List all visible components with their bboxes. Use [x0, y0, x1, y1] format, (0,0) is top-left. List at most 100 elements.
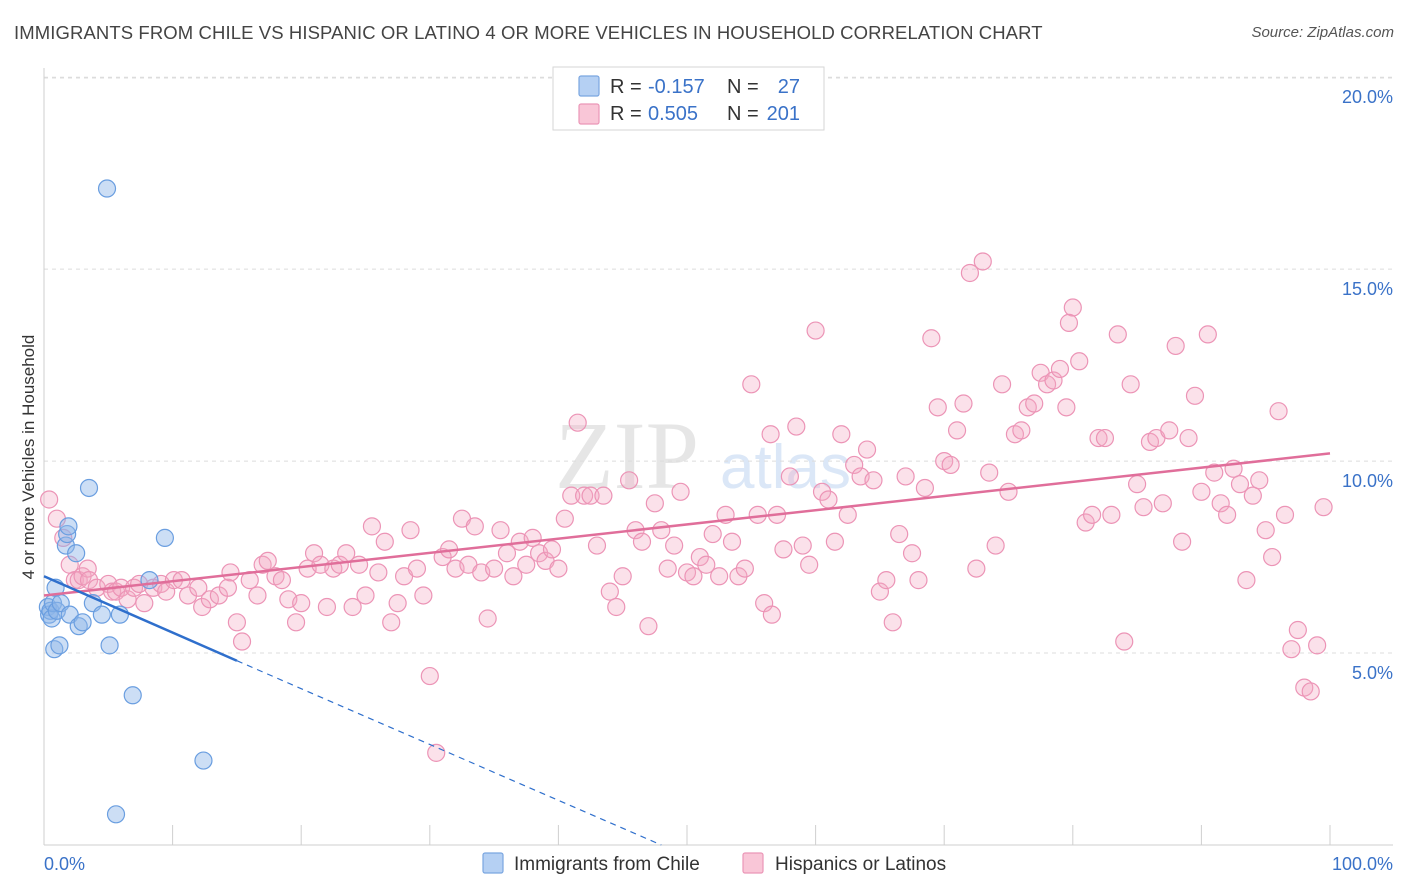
data-point-hispanics: [1070, 352, 1089, 371]
x-tick-label-min: 0.0%: [44, 854, 85, 874]
trend-line-chile: [43, 575, 238, 662]
data-point-hispanics: [890, 524, 909, 544]
x-tick-label-max: 100.0%: [1332, 854, 1393, 874]
data-point-hispanics: [774, 540, 793, 559]
legend-n-value-1: 27: [778, 76, 800, 98]
data-point-hispanics: [684, 567, 703, 586]
data-point-hispanics: [40, 490, 59, 509]
legend-r-value-2: 0.505: [648, 103, 698, 125]
data-point-chile: [194, 751, 213, 770]
data-point-hispanics: [697, 555, 716, 574]
data-point-hispanics: [909, 571, 928, 590]
data-point-hispanics: [671, 482, 690, 501]
data-point-chile: [67, 544, 86, 563]
data-point-hispanics: [864, 471, 883, 490]
data-point-hispanics: [317, 597, 337, 617]
data-point-hispanics: [819, 490, 838, 509]
data-point-hispanics: [272, 571, 292, 590]
data-point-hispanics: [639, 617, 658, 636]
chart-title: IMMIGRANTS FROM CHILE VS HISPANIC OR LAT…: [14, 22, 1043, 43]
data-point-hispanics: [806, 321, 825, 340]
data-point-chile: [79, 478, 99, 498]
data-point-chile: [56, 536, 75, 555]
data-point-hispanics: [954, 394, 973, 413]
data-point-hispanics: [1269, 402, 1288, 421]
data-point-chile: [58, 524, 77, 544]
data-point-chile: [100, 636, 119, 655]
data-point-hispanics: [832, 425, 851, 444]
data-point-hispanics: [414, 586, 433, 605]
data-point-hispanics: [258, 551, 277, 571]
data-point-hispanics: [356, 586, 375, 605]
data-point-hispanics: [947, 421, 967, 440]
data-point-hispanics: [427, 743, 446, 762]
data-point-hispanics: [1198, 325, 1217, 344]
data-point-hispanics: [555, 509, 574, 528]
data-point-chile: [50, 636, 69, 655]
data-point-hispanics: [420, 666, 439, 686]
data-point-chile: [123, 686, 142, 705]
y-axis-title: 4 or more Vehicles in Household: [19, 335, 38, 580]
data-point-hispanics: [491, 521, 510, 540]
data-point-chile: [155, 528, 174, 547]
data-point-hispanics: [761, 425, 780, 444]
data-point-hispanics: [928, 398, 947, 417]
data-point-hispanics: [193, 597, 212, 617]
data-point-hispanics: [620, 471, 639, 490]
data-point-hispanics: [735, 559, 754, 578]
data-point-hispanics: [902, 544, 922, 563]
trend-line-chile-extension: [236, 660, 662, 846]
data-point-hispanics: [1205, 463, 1224, 482]
data-point-hispanics: [1250, 471, 1269, 490]
data-point-hispanics: [581, 486, 600, 505]
data-point-hispanics: [135, 594, 154, 613]
bottom-legend-label-chile: Immigrants from Chile: [514, 854, 700, 875]
data-point-hispanics: [1314, 498, 1333, 517]
data-point-hispanics: [600, 582, 619, 601]
data-point-hispanics: [388, 594, 407, 613]
data-point-hispanics: [780, 467, 799, 486]
data-point-hispanics: [1256, 521, 1275, 540]
data-point-hispanics: [523, 528, 542, 547]
data-point-hispanics: [986, 536, 1005, 555]
y-tick-label: 20.0%: [1342, 87, 1393, 107]
trend-lines: [43, 452, 1331, 846]
data-point-hispanics: [1057, 398, 1076, 417]
data-point-hispanics: [401, 521, 420, 540]
data-point-hispanics: [1275, 505, 1295, 524]
data-point-hispanics: [549, 559, 568, 578]
y-tick-labels: 5.0% 10.0% 15.0% 20.0%: [1342, 87, 1393, 683]
legend-r-label-1: R =: [610, 76, 642, 98]
data-point-hispanics: [703, 524, 722, 544]
y-tick-label: 5.0%: [1352, 663, 1393, 683]
data-point-hispanics: [1282, 640, 1301, 659]
y-tick-label: 10.0%: [1342, 471, 1393, 491]
axes: [43, 68, 1393, 846]
data-point-hispanics: [613, 567, 632, 586]
data-point-hispanics: [375, 532, 394, 551]
data-point-hispanics: [362, 517, 382, 536]
data-point-chile: [106, 805, 126, 824]
data-point-hispanics: [1243, 486, 1262, 505]
data-point-hispanics: [1127, 475, 1147, 494]
data-point-hispanics: [594, 486, 613, 505]
data-point-hispanics: [221, 563, 240, 582]
data-point-hispanics: [343, 597, 362, 617]
data-point-hispanics: [1179, 428, 1198, 448]
data-point-hispanics: [787, 417, 806, 436]
bottom-legend-label-hispanics: Hispanics or Latinos: [775, 854, 946, 875]
data-point-hispanics: [1185, 386, 1205, 405]
data-point-hispanics: [999, 482, 1018, 501]
data-point-hispanics: [838, 505, 857, 524]
data-point-chile: [140, 571, 159, 590]
data-point-hispanics: [896, 467, 915, 486]
legend-r-label-2: R =: [610, 103, 642, 125]
bottom-legend-swatch-blue: [482, 852, 504, 874]
data-point-chile: [73, 613, 92, 632]
data-point-hispanics: [218, 578, 237, 597]
data-point-hispanics: [1173, 532, 1192, 551]
data-point-hispanics: [877, 571, 896, 590]
data-point-hispanics: [178, 586, 198, 605]
data-point-hispanics: [286, 613, 306, 632]
data-point-hispanics: [1230, 475, 1250, 494]
